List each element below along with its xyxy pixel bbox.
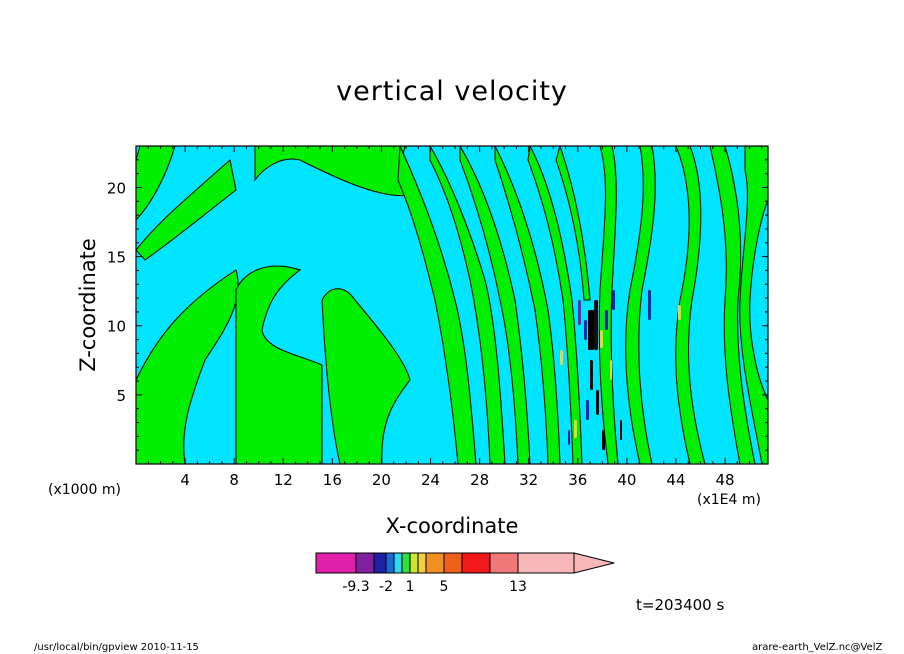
y-tick-label: 10	[107, 318, 126, 336]
dense-cell-8	[586, 400, 589, 420]
positive-region-7	[429, 146, 506, 464]
colorbar-swatch	[517, 552, 575, 574]
dense-cell-12	[612, 290, 615, 310]
plot-frame	[135, 145, 769, 465]
colorbar-label: 13	[509, 579, 527, 595]
colorbar-swatch	[401, 552, 411, 574]
footer-left: /usr/local/bin/gpview 2010-11-15	[34, 642, 199, 653]
dense-cell-10	[602, 430, 605, 450]
dense-cell-5	[605, 310, 608, 330]
dense-cell-7	[596, 390, 599, 415]
x-tick-label: 40	[617, 471, 636, 489]
colorbar-swatch	[443, 552, 463, 574]
dense-cell-11	[560, 350, 563, 365]
x-tick-label: 48	[716, 471, 735, 489]
colorbar-arrow	[573, 552, 615, 574]
y-axis-label: Z-coordinate	[76, 238, 100, 372]
positive-region-0	[136, 269, 239, 464]
x-tick-label: 8	[229, 471, 239, 489]
dense-cell-3	[600, 330, 603, 348]
dense-cell-15	[620, 420, 622, 440]
positive-region-8	[459, 146, 531, 464]
y-tick-label: 15	[107, 249, 126, 267]
positive-region-12	[598, 146, 619, 464]
colorbar-swatch	[315, 552, 357, 574]
colorbar-swatch	[425, 552, 445, 574]
x-tick-label: 44	[666, 471, 685, 489]
positive-region-15	[709, 146, 756, 464]
y-tick-label: 20	[107, 179, 126, 197]
positive-region-3	[235, 265, 323, 464]
positive-region-9	[494, 146, 561, 464]
colorbar-label: -9.3	[342, 579, 369, 595]
x-tick-label: 12	[274, 471, 293, 489]
colorbar-label: -2	[379, 579, 393, 595]
colorbar-swatch	[373, 552, 387, 574]
x-tick-label: 36	[568, 471, 587, 489]
contour-field	[136, 146, 768, 464]
positive-region-11	[555, 146, 591, 301]
positive-region-13	[625, 146, 656, 464]
dense-cell-0	[588, 310, 594, 350]
x-tick-label: 20	[372, 471, 391, 489]
positive-region-1	[136, 159, 237, 261]
time-label: t=203400 s	[636, 596, 725, 614]
dense-cell-9	[574, 420, 577, 438]
colorbar-swatch	[417, 552, 427, 574]
x-tick-label: 24	[421, 471, 440, 489]
colorbar-swatch	[409, 552, 419, 574]
colorbar-swatch	[355, 552, 375, 574]
colorbar-label: 1	[406, 579, 415, 595]
dense-cell-1	[594, 300, 598, 350]
x-scale-note: (x1000 m)	[48, 482, 121, 498]
x-unit-note: (x1E4 m)	[697, 492, 761, 508]
dense-cell-17	[610, 360, 612, 380]
y-axis: 5 10 15 20	[107, 159, 768, 451]
chart-title: vertical velocity	[336, 76, 568, 107]
dense-cell-14	[678, 305, 681, 320]
positive-region-14	[675, 146, 706, 464]
x-axis: 4 8 12 16 20 24 28 32 36 40 44 48	[147, 146, 763, 489]
y-tick-label: 5	[116, 387, 126, 405]
x-tick-label: 28	[470, 471, 489, 489]
dense-cell-16	[568, 430, 570, 445]
x-axis-label: X-coordinate	[385, 514, 519, 538]
dense-cell-13	[648, 290, 651, 320]
x-tick-label: 4	[180, 471, 190, 489]
colorbar: -9.3 -2 1 5 13	[315, 552, 615, 595]
positive-region-6	[397, 146, 477, 464]
dense-cell-4	[578, 300, 581, 325]
x-tick-label: 32	[519, 471, 538, 489]
colorbar-swatch	[385, 552, 395, 574]
x-tick-label: 16	[323, 471, 342, 489]
positive-region-5	[321, 288, 411, 464]
colorbar-swatch	[393, 552, 403, 574]
dense-cell-2	[584, 320, 587, 340]
colorbar-swatch	[489, 552, 519, 574]
positive-region-16	[739, 146, 768, 464]
dense-cell-6	[590, 360, 593, 390]
colorbar-label: 5	[440, 579, 449, 595]
footer-right: arare-earth_VelZ.nc@VelZ	[752, 642, 883, 653]
colorbar-swatch	[461, 552, 491, 574]
